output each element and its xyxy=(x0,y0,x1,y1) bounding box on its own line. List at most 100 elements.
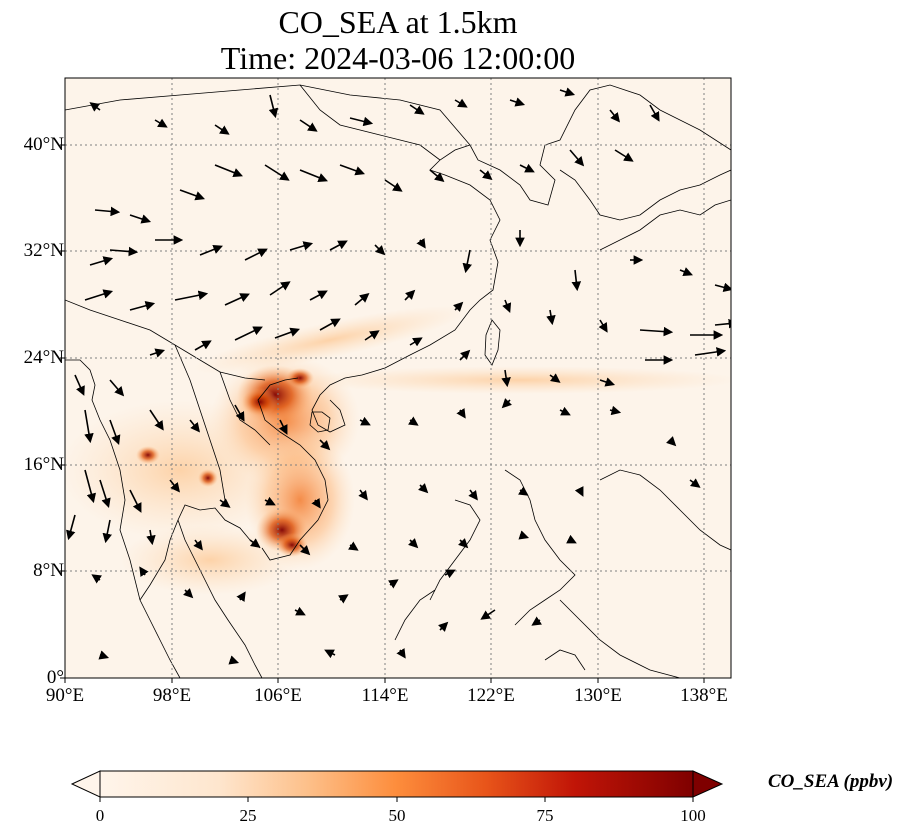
gridlines xyxy=(65,78,731,678)
colorbar-extend-min xyxy=(70,770,101,798)
wind-arrow xyxy=(409,337,423,347)
wind-arrow xyxy=(89,256,114,266)
wind-arrow xyxy=(274,327,301,339)
wind-arrow xyxy=(519,163,535,173)
map-subtitle: Time: 2024-03-06 12:00:00 xyxy=(220,40,576,76)
wind-arrow xyxy=(149,348,166,358)
wind-arrow xyxy=(480,609,496,620)
co-concentration-field xyxy=(65,305,731,595)
lat-tick-label: 32°N xyxy=(23,240,64,261)
wind-arrow xyxy=(408,416,419,426)
wind-arrow xyxy=(129,214,152,224)
wind-arrow xyxy=(324,649,336,659)
wind-arrow xyxy=(349,116,374,127)
wind-arrow xyxy=(571,269,582,292)
wind-arrow xyxy=(339,164,366,176)
lon-tick-label: 138°E xyxy=(680,685,728,706)
wind-arrow xyxy=(264,496,276,506)
wind-arrow xyxy=(74,374,85,396)
wind-arrow xyxy=(268,94,279,119)
wind-arrow xyxy=(358,489,368,501)
lon-tick-label: 122°E xyxy=(467,685,515,706)
wind-arrow xyxy=(502,299,512,313)
wind-arrow xyxy=(129,489,142,513)
wind-arrow xyxy=(518,486,529,496)
wind-arrow xyxy=(179,189,206,201)
wind-arrow xyxy=(468,489,478,501)
lon-tick-label: 98°E xyxy=(152,685,192,706)
wind-arrow xyxy=(66,514,76,541)
wind-arrow xyxy=(559,406,571,416)
wind-arrow xyxy=(109,419,121,446)
wind-arrow xyxy=(418,483,429,494)
wind-arrow xyxy=(249,538,261,548)
wind-arrow xyxy=(289,241,314,251)
wind-arrow xyxy=(649,104,660,122)
wind-arrow xyxy=(149,409,164,431)
wind-arrow xyxy=(359,416,371,426)
wind-arrow xyxy=(234,326,263,341)
wind-arrow xyxy=(174,290,209,301)
lat-tick-label: 24°N xyxy=(23,347,64,368)
wind-arrow xyxy=(319,439,331,451)
wind-arrow xyxy=(234,404,245,422)
wind-arrow xyxy=(462,249,472,274)
wind-arrow xyxy=(154,118,168,128)
wind-arrow xyxy=(299,169,328,183)
wind-arrow xyxy=(264,164,290,181)
wind-arrow xyxy=(224,293,250,306)
wind-arrow xyxy=(479,169,493,180)
lat-tick-label: 40°N xyxy=(23,134,64,155)
coastlines-and-borders xyxy=(65,84,731,678)
colorbar-gradient xyxy=(100,771,693,797)
wind-arrow xyxy=(193,539,203,551)
map-frame xyxy=(64,77,732,679)
wind-arrow xyxy=(199,244,223,256)
wind-arrow xyxy=(444,569,456,579)
wind-arrow xyxy=(189,419,200,433)
wind-arrow xyxy=(299,544,311,556)
wind-arrow xyxy=(549,373,561,383)
wind-arrow xyxy=(91,574,102,584)
wind-arrow xyxy=(183,588,194,599)
wind-arrow xyxy=(84,289,114,301)
wind-arrow xyxy=(609,405,622,416)
wind-arrow xyxy=(574,486,584,497)
wind-arrow xyxy=(453,301,464,312)
wind-arrow xyxy=(214,124,230,135)
wind-arrow xyxy=(169,479,180,493)
colorbar-tick-label: 25 xyxy=(239,806,257,825)
wind-arrow xyxy=(518,530,530,540)
wind-arrow xyxy=(319,318,341,331)
wind-arrow xyxy=(714,318,731,329)
lon-tick-label: 106°E xyxy=(254,685,302,706)
wind-arrow xyxy=(614,149,634,162)
wind-arrow xyxy=(458,538,469,549)
wind-arrow xyxy=(569,149,585,167)
wind-arrow xyxy=(84,409,94,444)
wind-arrow xyxy=(388,579,399,589)
wind-arrow xyxy=(559,87,576,97)
colorbar-label: CO_SEA (ppbv) xyxy=(768,771,894,792)
wind-arrow xyxy=(509,97,526,107)
lon-tick-label: 114°E xyxy=(361,685,409,706)
wind-arrow xyxy=(84,469,96,504)
wind-arrow xyxy=(609,109,620,123)
wind-arrow xyxy=(338,594,349,604)
lon-tick-label: 90°E xyxy=(45,685,85,706)
wind-arrow xyxy=(309,290,328,301)
wind-arrow xyxy=(299,119,318,132)
wind-arrow xyxy=(364,330,380,341)
lon-tick-label: 130°E xyxy=(574,685,622,706)
wind-arrow xyxy=(194,340,212,351)
wind-arrow xyxy=(146,529,156,546)
wind-arrow xyxy=(694,347,727,357)
wind-arrow xyxy=(348,541,359,551)
wind-arrow xyxy=(404,289,416,301)
wind-arrow xyxy=(294,606,306,616)
wind-arrow xyxy=(396,648,406,659)
wind-arrow xyxy=(269,281,291,296)
colorbar-tick-label: 75 xyxy=(536,806,554,825)
